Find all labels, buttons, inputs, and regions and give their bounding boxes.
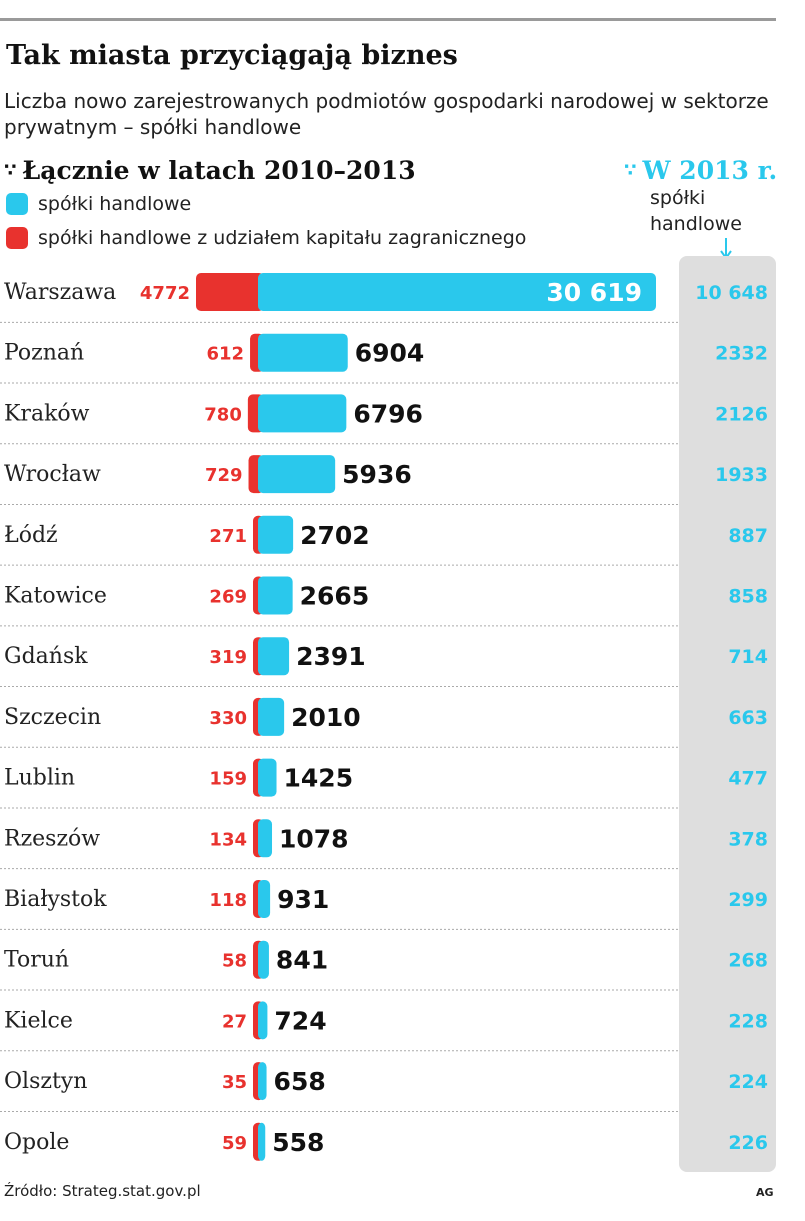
data-label-total: 558 bbox=[272, 1128, 324, 1157]
data-label-foreign: 330 bbox=[209, 708, 247, 729]
category-label: Poznań bbox=[4, 341, 84, 366]
category-label: Kraków bbox=[4, 401, 90, 426]
data-label-foreign: 159 bbox=[209, 769, 247, 790]
data-label-2013: 887 bbox=[728, 525, 768, 547]
data-label-2013: 477 bbox=[728, 768, 768, 790]
data-label-foreign: 35 bbox=[222, 1072, 247, 1093]
category-label: Białystok bbox=[4, 887, 107, 912]
category-label: Łódź bbox=[4, 523, 58, 548]
category-label: Kielce bbox=[4, 1008, 73, 1033]
category-label: Gdańsk bbox=[4, 644, 88, 669]
legend-label-red: spółki handlowe z udziałem kapitału zagr… bbox=[38, 227, 527, 249]
data-label-2013: 10 648 bbox=[695, 282, 768, 304]
data-label-2013: 228 bbox=[728, 1010, 768, 1032]
data-label-total: 931 bbox=[277, 885, 329, 914]
data-label-2013: 1933 bbox=[715, 464, 768, 486]
data-label-foreign: 271 bbox=[209, 526, 247, 547]
category-label: Rzeszów bbox=[4, 826, 100, 851]
data-label-total: 6904 bbox=[355, 339, 425, 368]
data-label-2013: 2126 bbox=[715, 403, 768, 425]
chart-title: Tak miasta przyciągają biznes bbox=[6, 40, 458, 71]
chart-svg: Warszawa 4772 30 619 10 648 Poznań 612 6904 233… bbox=[0, 273, 768, 1161]
subheader-2013-line2: handlowe bbox=[650, 213, 742, 235]
data-label-foreign: 59 bbox=[222, 1133, 247, 1154]
data-label-total: 841 bbox=[276, 946, 328, 975]
data-label-foreign: 612 bbox=[206, 344, 244, 365]
data-label-foreign: 729 bbox=[205, 465, 243, 486]
bar-total bbox=[258, 1062, 267, 1101]
category-label: Toruń bbox=[4, 948, 69, 973]
bar-total bbox=[258, 576, 293, 615]
data-label-total: 724 bbox=[274, 1006, 326, 1035]
section-header-total: ∵ Łącznie w latach 2010–2013 bbox=[4, 156, 416, 185]
data-label-total: 2702 bbox=[300, 521, 370, 550]
bar-foreign bbox=[196, 273, 264, 311]
top-rule bbox=[0, 18, 776, 21]
data-label-foreign: 134 bbox=[209, 829, 247, 850]
data-label-foreign: 780 bbox=[204, 404, 242, 425]
data-label-total: 2010 bbox=[291, 703, 361, 732]
data-label-2013: 299 bbox=[728, 889, 768, 911]
category-label: Olsztyn bbox=[4, 1069, 87, 1094]
data-label-2013: 2332 bbox=[715, 343, 768, 365]
data-label-2013: 858 bbox=[728, 586, 768, 608]
data-label-2013: 714 bbox=[728, 646, 768, 668]
data-label-total: 2391 bbox=[296, 642, 366, 671]
legend-item-red: spółki handlowe z udziałem kapitału zagr… bbox=[6, 227, 526, 249]
dots-icon: ∵ bbox=[624, 160, 637, 181]
bar-total bbox=[258, 940, 269, 979]
data-label-2013: 378 bbox=[728, 828, 768, 850]
credit: AG bbox=[756, 1186, 774, 1199]
category-label: Szczecin bbox=[4, 705, 101, 730]
bar-total bbox=[258, 1001, 268, 1040]
category-label: Warszawa bbox=[4, 280, 116, 305]
bar-total bbox=[258, 758, 277, 797]
data-label-total: 5936 bbox=[342, 460, 412, 489]
data-label-foreign: 27 bbox=[222, 1011, 247, 1032]
source-note: Źródło: Strateg.stat.gov.pl bbox=[4, 1182, 201, 1200]
bar-total bbox=[258, 819, 273, 858]
legend-item-cyan: spółki handlowe bbox=[6, 193, 191, 215]
data-label-foreign: 118 bbox=[209, 890, 247, 911]
legend-swatch-cyan bbox=[6, 193, 28, 215]
section-header-total-label: Łącznie w latach 2010–2013 bbox=[22, 156, 416, 185]
data-label-total: 658 bbox=[274, 1067, 326, 1096]
bar-total bbox=[258, 333, 348, 372]
legend-swatch-red bbox=[6, 227, 28, 249]
bar-total bbox=[258, 273, 656, 311]
legend-label-cyan: spółki handlowe bbox=[38, 193, 192, 215]
category-label: Lublin bbox=[4, 766, 75, 791]
data-label-total: 1078 bbox=[279, 824, 349, 853]
data-label-2013: 663 bbox=[728, 707, 768, 729]
bar-total bbox=[258, 394, 347, 433]
data-label-foreign: 319 bbox=[209, 647, 247, 668]
bar-total bbox=[258, 637, 290, 676]
subheader-2013-line1: spółki bbox=[650, 187, 706, 209]
section-header-2013-label: W 2013 r. bbox=[642, 156, 778, 185]
category-label: Opole bbox=[4, 1130, 69, 1155]
data-label-total: 1425 bbox=[284, 764, 354, 793]
bar-total bbox=[258, 455, 336, 494]
data-label-total: 30 619 bbox=[546, 278, 642, 307]
data-label-total: 2665 bbox=[300, 582, 370, 611]
data-label-2013: 268 bbox=[728, 950, 768, 972]
bar-total bbox=[258, 697, 285, 736]
chart-subtitle: Liczba nowo zarejestrowanych podmiotów g… bbox=[4, 89, 769, 139]
bar-total bbox=[258, 515, 294, 554]
dots-icon: ∵ bbox=[4, 160, 17, 181]
bar-total bbox=[258, 1122, 266, 1161]
bar-total bbox=[258, 880, 271, 918]
data-label-2013: 224 bbox=[728, 1071, 768, 1093]
category-label: Wrocław bbox=[4, 462, 101, 487]
category-label: Katowice bbox=[4, 584, 107, 609]
data-label-2013: 226 bbox=[728, 1132, 768, 1154]
data-label-foreign: 269 bbox=[209, 587, 247, 608]
section-header-2013: ∵ W 2013 r. bbox=[624, 156, 777, 185]
column-2013-panel bbox=[679, 256, 776, 1172]
data-label-foreign: 58 bbox=[222, 951, 247, 972]
data-label-total: 6796 bbox=[353, 399, 423, 428]
data-label-foreign: 4772 bbox=[140, 283, 190, 304]
